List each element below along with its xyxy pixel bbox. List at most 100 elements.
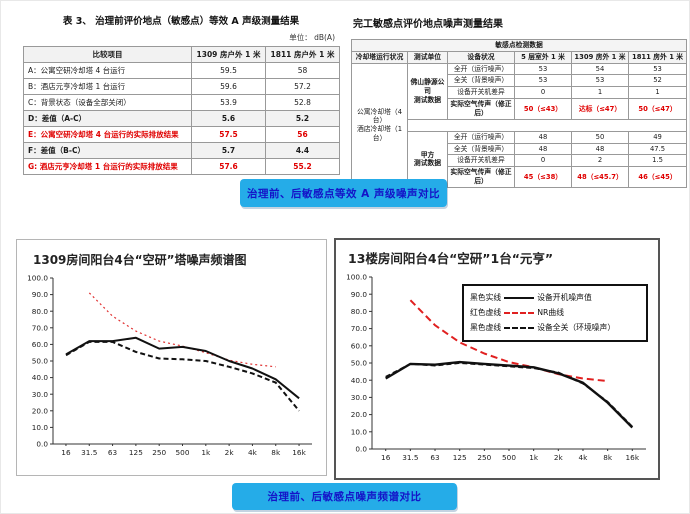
chart-panel-13f: 13楼房间阳台4台“空研”1台“元亨” 0.0 10.0 20.0 30.0 40.0 5… — [334, 238, 660, 480]
value-cell: 50 — [571, 130, 629, 144]
table-header-row: 比较项目 1309 房户外 1 米 1811 房户外 1 米 — [23, 46, 340, 63]
spectrum-chart-13f: 0.0 10.0 20.0 30.0 40.0 50.0 60.0 70.0 80.0 90.0 1… — [346, 273, 646, 462]
value-cell: 1 — [571, 86, 629, 100]
axis-tick-label: 0.0 — [36, 440, 48, 449]
table-row: G: 酒店元亨冷却塔 1 台运行的实际排放结果 57.6 55.2 — [23, 158, 340, 175]
span-header-row: 敏感点检测数据 — [350, 39, 688, 52]
value-cell: 53 — [514, 74, 572, 88]
table-row: 全关（背景噪声） 53 53 52 — [352, 74, 688, 88]
pre-treatment-table: 比较项目 1309 房户外 1 米 1811 房户外 1 米 A：公寓空研冷却塔 4 … — [23, 46, 340, 175]
table-row: F：差值（B-C） 5.7 4.4 — [23, 142, 340, 159]
cell-1309: 59.5 — [191, 62, 266, 79]
completion-table: 敏感点检测数据 冷却塔运行状况 测试单位 设备状况 5 层室外 1 米 1309 房外 1… — [350, 39, 688, 188]
value-cell: 49 — [627, 130, 688, 144]
device-state-label: 设备开关机差异 — [447, 154, 515, 168]
test-unit-cell: 甲方 测试数据 — [407, 130, 448, 188]
legend-prefix: 黑色虚线 — [470, 322, 502, 332]
table-header-row: 冷却塔运行状况 测试单位 设备状况 5 层室外 1 米 1309 房外 1 米 1811 … — [351, 50, 688, 64]
axis-tick-label: 40.0 — [32, 373, 49, 382]
value-cell: 48 — [514, 130, 572, 144]
axis-tick-label: 20.0 — [351, 410, 368, 419]
device-state-label: 实际空气传声（修正后） — [447, 98, 515, 120]
series-line — [385, 362, 633, 428]
legend-item: 红色虚线 NR曲线 — [470, 306, 640, 321]
banner-spectrum-comparison: 治理前、后敏感点噪声频谱对比 — [232, 483, 457, 510]
value-cell: 45（≤38） — [514, 166, 572, 188]
axis-tick-label: 8k — [603, 453, 613, 462]
legend-prefix: 红色虚线 — [470, 307, 502, 317]
device-state-label: 全关（背景噪声） — [447, 142, 515, 156]
spacer-cell — [406, 118, 688, 132]
axis-tick-label: 4k — [248, 448, 258, 457]
value-cell: 53 — [627, 62, 688, 76]
table-row: 全关（背景噪声） 48 48 47.5 — [352, 142, 688, 156]
legend-suffix: NR曲线 — [537, 307, 565, 317]
value-cell: 54 — [571, 62, 629, 76]
legend-suffix: 设备全关（环境噪声） — [537, 322, 616, 332]
axis-tick-label: 31.5 — [402, 453, 418, 462]
cooling-tower-status-cell: 公寓冷却塔（4 台） 酒店冷却塔（1 台） — [351, 62, 408, 188]
column-header: 1309 房户外 1 米 — [191, 46, 266, 63]
axis-tick-label: 100.0 — [346, 273, 367, 282]
value-cell: 0 — [514, 86, 572, 100]
device-state-label: 全开（运行噪声） — [447, 62, 515, 76]
legend-line-sample-icon — [504, 297, 535, 300]
column-header: 设备状况 — [447, 50, 515, 64]
device-state-label: 设备开关机差异 — [447, 86, 515, 100]
completion-table-block: 完工敏感点评价地点噪声测量结果 敏感点检测数据 冷却塔运行状况 测试单位 设备状况 5 … — [350, 15, 688, 188]
cell-1309: 5.6 — [191, 110, 266, 127]
value-cell: 50（≤47） — [627, 98, 688, 120]
axis-tick-label: 8k — [271, 448, 281, 457]
column-header: 比较项目 — [23, 46, 192, 63]
column-header: 1811 房户外 1 米 — [265, 46, 340, 63]
axis-tick-label: 100.0 — [27, 274, 48, 283]
legend-suffix: 设备开机噪声值 — [537, 293, 592, 302]
value-cell: 1 — [627, 86, 688, 100]
spacer-row — [352, 118, 688, 132]
chart-panel-1309: 1309房间阳台4台“空研”塔噪声频谱图 0.0 10.0 20.0 30.0 40.0… — [16, 239, 327, 476]
value-cell: 52 — [627, 74, 688, 88]
cell-1309: 57.5 — [191, 126, 266, 143]
cell-1811: 52.8 — [265, 94, 340, 111]
axis-tick-label: 16k — [292, 448, 306, 457]
axis-tick-label: 0.0 — [355, 445, 367, 454]
axis-tick-label: 2k — [225, 448, 235, 457]
axis-tick-label: 2k — [554, 453, 564, 462]
chart-title-1309: 1309房间阳台4台“空研”塔噪声频谱图 — [33, 253, 247, 267]
cell-1309: 53.9 — [191, 94, 266, 111]
test-unit-cell: 佛山静源公司 测试数据 — [407, 62, 448, 120]
row-label: D：差值（A-C） — [23, 110, 192, 127]
device-state-label: 全关（背景噪声） — [447, 74, 515, 88]
legend-line-sample-icon — [504, 312, 535, 315]
axis-tick-label: 20.0 — [32, 406, 49, 415]
cell-1309: 59.6 — [191, 78, 266, 95]
device-state-label: 实际空气传声（修正后） — [447, 166, 515, 188]
axis-tick-label: 60.0 — [351, 341, 368, 350]
column-header: 1811 房外 1 米 — [627, 50, 688, 64]
table-row: 设备开关机差异 0 1 1 — [352, 86, 688, 100]
axis-tick-label: 30.0 — [32, 390, 49, 399]
cell-1811: 5.2 — [265, 110, 340, 127]
cell-1309: 5.7 — [191, 142, 266, 159]
value-cell: 48 — [571, 142, 629, 156]
axis-tick-label: 90.0 — [351, 290, 368, 299]
value-cell: 达标（≤47） — [571, 98, 629, 120]
legend-item: 黑色实线 设备开机噪声值 — [470, 291, 640, 306]
axis-tick-label: 80.0 — [32, 307, 49, 316]
axis-tick-label: 500 — [176, 448, 190, 457]
cell-1811: 55.2 — [265, 158, 340, 175]
axis-tick-label: 63 — [108, 448, 118, 457]
legend-item: 黑色虚线 设备全关（环境噪声） — [470, 321, 640, 336]
axis-tick-label: 16 — [61, 448, 71, 457]
value-cell: 1.5 — [627, 154, 688, 168]
axis-tick-label: 30.0 — [351, 393, 368, 402]
axis-tick-label: 16k — [626, 453, 640, 462]
value-cell: 50（≤43） — [514, 98, 572, 120]
left-table-unit: 单位： dB(A) — [289, 33, 335, 42]
axis-tick-label: 40.0 — [351, 376, 368, 385]
series-line — [385, 360, 634, 429]
cell-1811: 56 — [265, 126, 340, 143]
table-row: 实际空气传声（修正后） 45（≤38） 48（≤45.7） 46（≤45） — [352, 166, 688, 188]
value-cell: 53 — [571, 74, 629, 88]
